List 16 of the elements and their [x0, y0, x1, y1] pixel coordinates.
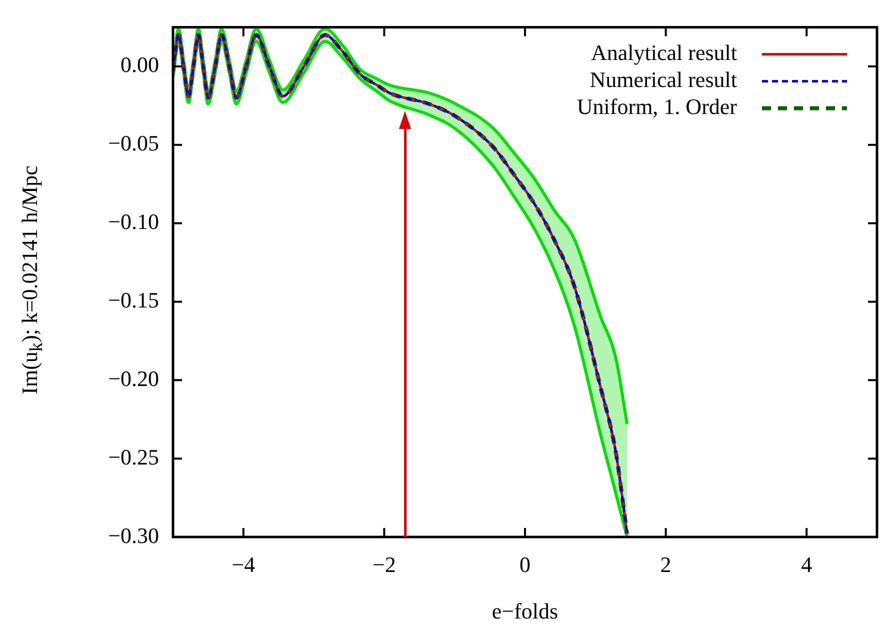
legend-label: Numerical result [590, 66, 737, 92]
y-tick-label: 0.00 [120, 52, 159, 78]
y-tick-label: −0.20 [108, 366, 159, 391]
y-tick-label: −0.10 [108, 209, 159, 234]
y-tick-label: −0.25 [108, 444, 159, 470]
y-tick-label: −0.30 [108, 522, 159, 548]
legend-label: Uniform, 1. Order [576, 94, 738, 119]
y-tick-label: −0.15 [108, 287, 159, 312]
x-tick-label: 0 [520, 552, 530, 577]
x-tick-label: −2 [372, 552, 396, 577]
legend-label: Analytical result [590, 40, 737, 65]
y-tick-label: −0.05 [108, 130, 159, 156]
x-tick-label: 2 [660, 552, 672, 577]
x-tick-label: 4 [801, 552, 812, 577]
x-axis-title: e−folds [492, 598, 558, 624]
x-tick-label: −4 [232, 552, 256, 577]
